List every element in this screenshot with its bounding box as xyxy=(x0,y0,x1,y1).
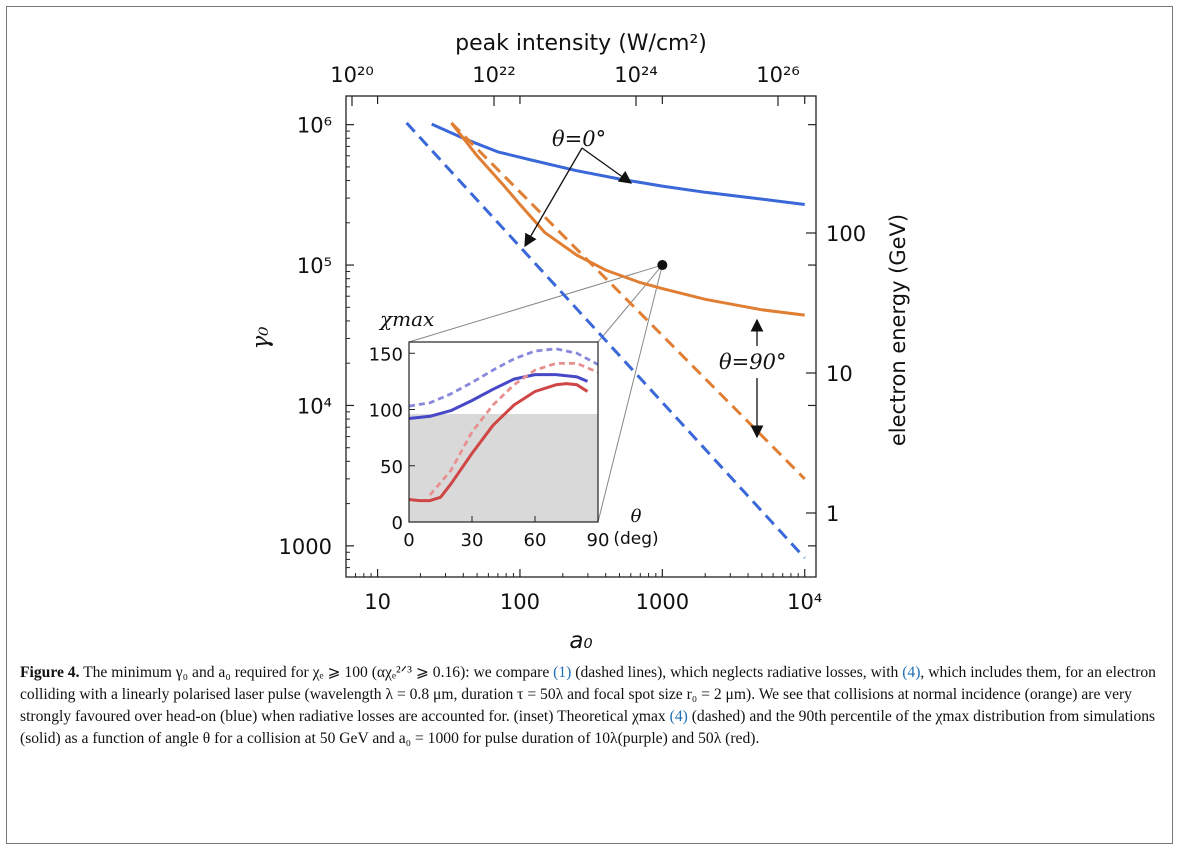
figure-frame xyxy=(6,6,1173,844)
top-tick-label: 10²⁶ xyxy=(756,63,800,87)
caption-ref-1[interactable]: (1) xyxy=(553,664,572,681)
inset-y-tick-label: 0 xyxy=(392,513,403,534)
caption-text-3: , which includes them, for an electron c… xyxy=(20,664,1156,725)
inset-connector xyxy=(408,264,663,343)
inset-connector xyxy=(597,264,663,523)
y-tick-label: 1000 xyxy=(279,535,332,559)
inset-shaded-region xyxy=(409,414,598,522)
y-tick-label: 10⁴ xyxy=(297,394,332,418)
y-tick-label: 10⁵ xyxy=(297,254,332,278)
series-line-3 xyxy=(450,121,806,480)
x-tick-label: 10⁴ xyxy=(787,590,822,614)
inset-y-label: χmax xyxy=(378,307,434,331)
inset-series-line-0 xyxy=(408,373,589,420)
series-line-0 xyxy=(431,122,805,206)
right-tick-label: 10 xyxy=(826,362,853,386)
x-tick-label: 1000 xyxy=(636,590,689,614)
caption-ref-4b[interactable]: (4) xyxy=(669,708,688,725)
inset-x-tick-label: 90 xyxy=(587,530,610,551)
top-tick-label: 10²⁴ xyxy=(614,63,658,87)
y-tick-label: 10⁶ xyxy=(297,114,332,138)
inset-frame xyxy=(408,341,599,523)
top-tick-label: 10²² xyxy=(472,63,516,87)
inset-x-tick-label: 60 xyxy=(524,530,547,551)
x-tick-label: 10 xyxy=(364,590,391,614)
x-tick-label: 100 xyxy=(500,590,540,614)
caption-ref-4[interactable]: (4) xyxy=(902,664,921,681)
inset-anchor-point xyxy=(657,260,668,271)
right-tick-label: 1 xyxy=(826,502,839,526)
annotation-arrow xyxy=(581,147,633,184)
annotation-theta-90: θ=90° xyxy=(719,350,786,374)
annotation-arrow xyxy=(524,147,583,248)
right-axis-label: electron energy (GeV) xyxy=(886,214,910,446)
inset-y-tick-label: 50 xyxy=(380,457,403,478)
top-tick-label: 10²⁰ xyxy=(330,63,374,87)
figure-caption: Figure 4. The minimum γ₀ and a₀ required… xyxy=(20,662,1162,750)
inset-series-line-1 xyxy=(408,382,589,503)
inset-y-tick-label: 150 xyxy=(369,344,403,365)
inset-series-line-2 xyxy=(408,347,599,408)
plot-area xyxy=(345,95,817,578)
caption-text-2: (dashed lines), which neglects radiative… xyxy=(575,664,899,681)
y-axis-label: γ₀ xyxy=(248,327,274,350)
top-axis-label: peak intensity (W/cm²) xyxy=(455,31,707,56)
inset-y-tick-label: 100 xyxy=(369,401,403,422)
x-axis-label: a₀ xyxy=(569,628,592,654)
inset-x-label-theta: θ xyxy=(631,506,642,527)
caption-lead: Figure 4. xyxy=(20,664,80,681)
inset-x-tick-label: 0 xyxy=(403,530,414,551)
inset-series-line-3 xyxy=(428,362,599,496)
caption-text-4: (dashed) and the 90th percentile of the … xyxy=(20,708,1156,747)
annotation-theta-0: θ=0° xyxy=(552,127,606,151)
series-line-1 xyxy=(450,121,805,317)
inset-x-tick-label: 30 xyxy=(461,530,484,551)
series-line-2 xyxy=(405,121,806,560)
right-tick-label: 100 xyxy=(826,222,866,246)
inset-x-label-unit: (deg) xyxy=(613,529,658,549)
caption-text-1: The minimum γ₀ and a₀ required for χₑ ⩾ … xyxy=(83,664,550,681)
